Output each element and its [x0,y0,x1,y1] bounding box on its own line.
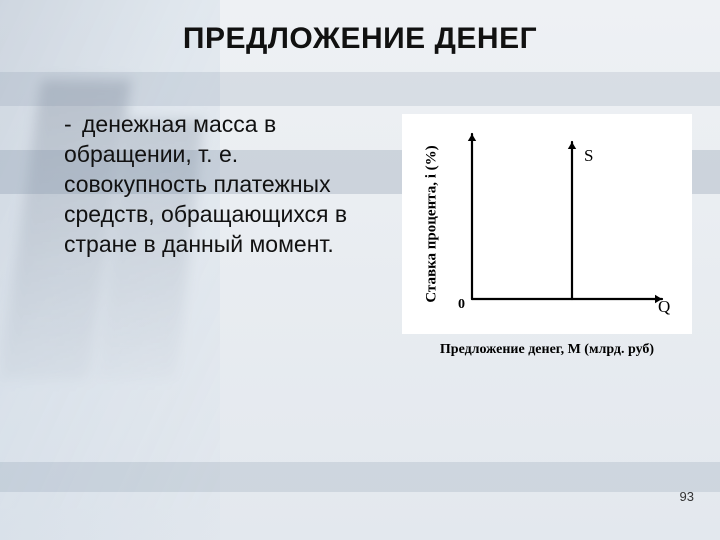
chart-x-axis-label: Q [658,297,670,317]
chart-svg [402,114,692,334]
chart-caption: Предложение денег, М (млрд. руб) [397,342,697,358]
chart-y-axis-label: Ставка процента, i (%) [424,145,441,302]
decor-strip-top [0,72,720,106]
slide: ПРЕДЛОЖЕНИЕ ДЕНЕГ -денежная масса в обра… [0,0,720,540]
chart-wrapper: Ставка процента, i (%) 0 S Q Предложение… [394,110,700,480]
content-area: -денежная масса в обращении, т. е. совок… [64,110,700,480]
chart-series-label: S [584,146,593,166]
slide-title: ПРЕДЛОЖЕНИЕ ДЕНЕГ [0,22,720,56]
money-supply-chart: Ставка процента, i (%) 0 S Q [402,114,692,334]
chart-origin-label: 0 [458,297,465,313]
bullet-text-block: -денежная масса в обращении, т. е. совок… [64,110,384,480]
page-number: 93 [680,489,694,504]
bullet-text: денежная масса в обращении, т. е. совоку… [64,111,347,257]
bullet-dash: - [64,110,82,140]
